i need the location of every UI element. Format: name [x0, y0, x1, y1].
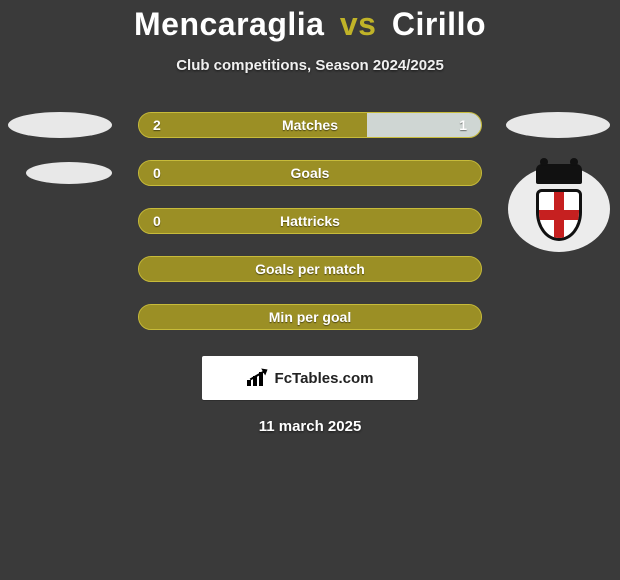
- stat-bar: 0 Goals: [138, 160, 482, 186]
- left-club-badge-placeholder-icon: [8, 112, 112, 138]
- stat-label: Goals: [291, 165, 330, 181]
- stat-row-gpm: Goals per match: [0, 256, 620, 282]
- subtitle: Club competitions, Season 2024/2025: [0, 57, 620, 74]
- attribution-box: FcTables.com: [202, 356, 418, 400]
- comparison-card: Mencaraglia vs Cirillo Club competitions…: [0, 0, 620, 435]
- stat-label: Hattricks: [280, 213, 340, 229]
- vs-label: vs: [340, 6, 377, 42]
- right-club-badge-placeholder-icon: [506, 112, 610, 138]
- crest-crown-icon: [536, 164, 582, 184]
- stat-bar: 2 Matches 1: [138, 112, 482, 138]
- left-value: 0: [153, 213, 161, 229]
- date-label: 11 march 2025: [0, 418, 620, 435]
- stat-row-mpg: Min per goal: [0, 304, 620, 330]
- stat-rows: 2 Matches 1 0 Goals: [0, 112, 620, 330]
- stat-bar: 0 Hattricks: [138, 208, 482, 234]
- stat-row-hattricks: 0 Hattricks: [0, 208, 620, 234]
- stat-bar: Min per goal: [138, 304, 482, 330]
- stat-row-goals: 0 Goals: [0, 160, 620, 186]
- stat-label: Min per goal: [269, 309, 351, 325]
- left-value: 0: [153, 165, 161, 181]
- player1-name: Mencaraglia: [134, 6, 324, 42]
- stat-row-matches: 2 Matches 1: [0, 112, 620, 138]
- stat-label: Matches: [282, 117, 338, 133]
- left-club-badge-small-icon: [26, 162, 112, 184]
- attribution-text: FcTables.com: [275, 370, 374, 387]
- right-value: 1: [459, 117, 467, 133]
- page-title: Mencaraglia vs Cirillo: [0, 6, 620, 43]
- fctables-logo-icon: [247, 370, 269, 386]
- left-value: 2: [153, 117, 161, 133]
- stat-label: Goals per match: [255, 261, 365, 277]
- player2-name: Cirillo: [392, 6, 486, 42]
- stat-bar: Goals per match: [138, 256, 482, 282]
